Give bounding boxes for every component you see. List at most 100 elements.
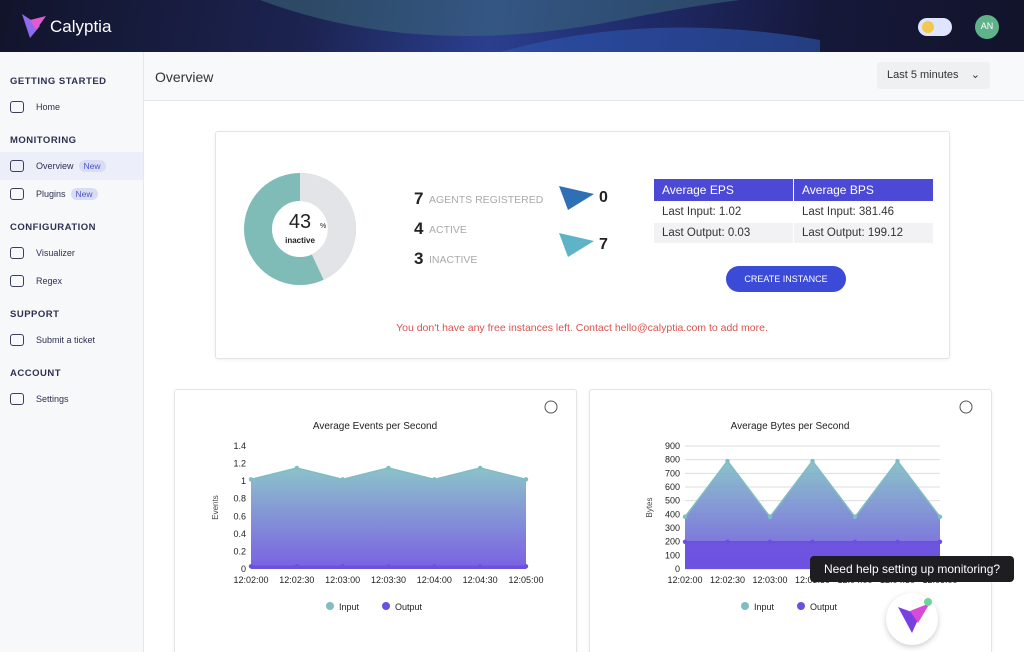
header-art [22, 0, 999, 52]
y-tick-label: 0.6 [233, 511, 246, 521]
y-tick-label: 1.4 [233, 441, 246, 451]
legend-label: Input [754, 602, 775, 612]
donut-value: 43 [289, 211, 311, 233]
brand: Calyptia [50, 17, 112, 36]
time-range-label: Last 5 minutes [887, 69, 959, 81]
y-tick-label: 100 [665, 550, 680, 560]
point [937, 514, 943, 520]
point [725, 539, 730, 544]
point [810, 458, 815, 464]
nav-item[interactable]: Settings [0, 385, 143, 413]
point [477, 564, 483, 569]
nav-icon [10, 160, 24, 172]
x-tick-label: 12:03:00 [752, 575, 787, 585]
sidebar: GETTING STARTED Home MONITORING Overview New… [0, 52, 144, 652]
legend-swatch [326, 602, 334, 610]
section-title: GETTING STARTED [10, 76, 107, 87]
legend-label: Output [395, 602, 423, 612]
point [523, 477, 529, 482]
point [386, 465, 391, 471]
area [251, 467, 526, 569]
nav-icon [10, 334, 24, 346]
legend-swatch [741, 602, 749, 610]
y-tick-label: 900 [665, 441, 680, 451]
agent-count: 4 [414, 219, 424, 238]
point [294, 465, 300, 471]
donut-inactive [244, 173, 356, 285]
chart-card: Average Events per Second Events 0 0.2 0.4 0.… [174, 389, 577, 652]
y-tick-label: 300 [665, 523, 680, 533]
instance-icon [559, 233, 594, 257]
create-instance-button[interactable]: CREATE INSTANCE [726, 266, 846, 292]
nav-item[interactable]: Submit a ticket [0, 326, 143, 354]
agent-count: 7 [414, 189, 423, 208]
table-header-cell: Average BPS [793, 178, 934, 202]
summary-card: 43% inactive 7 AGENTS REGISTERED 4 ACTIVE 3 INA… [215, 131, 950, 359]
point [725, 458, 730, 464]
nav-icon [10, 247, 24, 259]
y-tick-label: 1.2 [233, 459, 246, 469]
nav-item[interactable]: Visualizer [0, 239, 143, 267]
y-tick-label: 1 [241, 476, 246, 486]
agent-label: INACTIVE [429, 254, 477, 266]
y-tick-label: 600 [665, 482, 680, 492]
top-bar: Overview Last 5 minutes ⌄ [144, 52, 1024, 101]
y-tick-label: 0.4 [233, 529, 246, 539]
point [340, 477, 345, 482]
nav-item[interactable]: Overview New [0, 152, 143, 180]
point [895, 539, 900, 544]
nav-item[interactable]: Regex [0, 267, 143, 295]
point [248, 564, 254, 569]
table-header: Average EPS Average BPS [653, 178, 934, 202]
section-title: CONFIGURATION [10, 222, 97, 233]
avatar[interactable]: AN [980, 21, 994, 31]
y-axis-label: Bytes [645, 497, 654, 517]
nav-item[interactable]: Home [0, 93, 143, 121]
x-tick-label: 12:02:00 [233, 575, 268, 585]
point [937, 539, 943, 544]
instance-icon [559, 186, 594, 210]
x-tick-label: 12:03:30 [371, 575, 406, 585]
nav-item[interactable]: Plugins New [0, 180, 143, 208]
section-title: MONITORING [10, 135, 77, 146]
nav-icon [10, 188, 24, 200]
help-button[interactable] [886, 593, 938, 645]
point [432, 477, 437, 482]
point [810, 539, 815, 544]
nav-label: Submit a ticket [36, 335, 96, 345]
table-cell: Last Output: 199.12 [793, 222, 934, 244]
header: Calyptia AN [0, 0, 1024, 52]
nav-label: Overview [36, 161, 74, 171]
x-tick-label: 12:02:30 [279, 575, 314, 585]
y-tick-label: 500 [665, 496, 680, 506]
x-tick-label: 12:03:00 [325, 575, 360, 585]
legend-label: Input [339, 602, 360, 612]
y-tick-label: 200 [665, 537, 680, 547]
point [682, 539, 688, 544]
y-tick-label: 700 [665, 468, 680, 478]
table-row: Last Output: 0.03 Last Output: 199.12 [653, 222, 934, 244]
x-tick-label: 12:04:30 [463, 575, 498, 585]
point [852, 514, 858, 520]
chart-title: Average Bytes per Second [731, 421, 850, 432]
info-icon [959, 400, 973, 414]
nav-icon [10, 393, 24, 405]
table-cell: Last Input: 1.02 [653, 201, 794, 223]
point [248, 477, 254, 482]
metrics-table: Average EPS Average BPS Last Input: 1.02 La… [653, 178, 934, 244]
table-cell: Last Input: 381.46 [793, 201, 934, 223]
x-tick-label: 12:05:00 [508, 575, 543, 585]
point [523, 564, 529, 569]
nav-badge: New [70, 188, 98, 200]
agent-count: 3 [414, 249, 423, 268]
point [682, 514, 688, 520]
table-row: Last Input: 1.02 Last Input: 381.46 [653, 201, 934, 223]
instance-count: 7 [599, 236, 608, 253]
x-tick-label: 12:02:00 [667, 575, 702, 585]
nav-label: Home [36, 102, 61, 112]
point [767, 514, 773, 520]
time-range[interactable]: Last 5 minutes ⌄ [877, 62, 990, 89]
help-tooltip: Need help setting up monitoring? [810, 556, 1014, 582]
page-title: Overview [155, 69, 214, 85]
y-tick-label: 0 [241, 564, 246, 574]
